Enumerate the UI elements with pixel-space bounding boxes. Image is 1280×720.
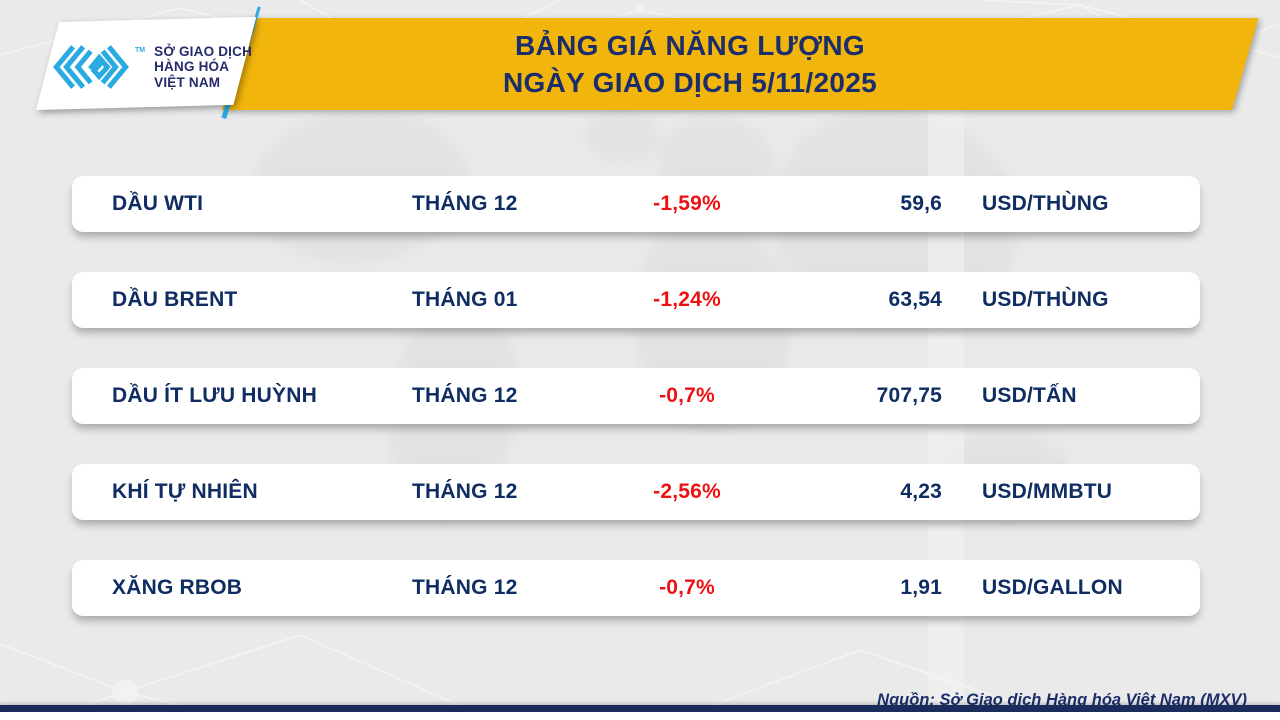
price-value: 59,6	[900, 192, 942, 215]
page-title: BẢNG GIÁ NĂNG LƯỢNG NGÀY GIAO DỊCH 5/11/…	[300, 27, 1080, 101]
change-percent: -0,7%	[659, 384, 715, 407]
contract-month: THÁNG 12	[412, 192, 518, 215]
price-value: 1,91	[900, 576, 942, 599]
price-value: 4,23	[900, 480, 942, 503]
price-row-rbob-gasoline: XĂNG RBOB THÁNG 12 -0,7% 1,91 USD/GALLON	[72, 560, 1200, 616]
commodity-name: KHÍ TỰ NHIÊN	[112, 480, 258, 503]
contract-month: THÁNG 01	[412, 288, 518, 311]
bottom-white-strip	[0, 712, 1280, 720]
logo-org-line: HÀNG HÓA	[154, 59, 230, 75]
logo-org-line: SỞ GIAO DỊCH	[154, 43, 253, 59]
logo-org-name: SỞ GIAO DỊCH HÀNG HÓA VIỆT NAM	[154, 44, 252, 91]
price-row-natural-gas: KHÍ TỰ NHIÊN THÁNG 12 -2,56% 4,23 USD/MM…	[72, 464, 1200, 520]
title-line-1: BẢNG GIÁ NĂNG LƯỢNG	[515, 30, 865, 61]
trademark-symbol: TM	[135, 46, 146, 54]
price-unit: USD/MMBTU	[982, 480, 1113, 503]
price-unit: USD/THÙNG	[982, 192, 1109, 215]
contract-month: THÁNG 12	[412, 384, 518, 407]
mxv-chevron-logo-icon	[53, 45, 129, 89]
price-unit: USD/THÙNG	[982, 288, 1109, 311]
bottom-navy-bar	[0, 705, 1280, 712]
price-row-low-sulphur-oil: DẦU ÍT LƯU HUỲNH THÁNG 12 -0,7% 707,75 U…	[72, 368, 1200, 424]
commodity-name: XĂNG RBOB	[112, 576, 243, 599]
contract-month: THÁNG 12	[412, 576, 518, 599]
price-row-brent: DẦU BRENT THÁNG 01 -1,24% 63,54 USD/THÙN…	[72, 272, 1200, 328]
commodity-name: DẦU ÍT LƯU HUỲNH	[112, 384, 317, 407]
commodity-name: DẦU BRENT	[112, 288, 238, 311]
price-value: 707,75	[876, 384, 942, 407]
source-attribution: Nguồn: Sở Giao dịch Hàng hóa Việt Nam (M…	[877, 691, 1247, 709]
change-percent: -2,56%	[653, 480, 721, 503]
price-value: 63,54	[888, 288, 942, 311]
change-percent: -1,24%	[653, 288, 721, 311]
title-line-2: NGÀY GIAO DỊCH 5/11/2025	[503, 67, 877, 98]
price-row-wti: DẦU WTI THÁNG 12 -1,59% 59,6 USD/THÙNG	[72, 176, 1200, 232]
price-unit: USD/TẤN	[982, 384, 1077, 407]
commodity-name: DẦU WTI	[112, 192, 204, 215]
change-percent: -0,7%	[659, 576, 715, 599]
contract-month: THÁNG 12	[412, 480, 518, 503]
change-percent: -1,59%	[653, 192, 721, 215]
logo-org-line: VIỆT NAM	[154, 74, 221, 90]
price-unit: USD/GALLON	[982, 576, 1123, 599]
price-table: DẦU WTI THÁNG 12 -1,59% 59,6 USD/THÙNG D…	[72, 176, 1200, 616]
map-blob	[585, 110, 660, 162]
mxv-logo: TM SỞ GIAO DỊCH HÀNG HÓA VIỆT NAM	[50, 42, 252, 92]
